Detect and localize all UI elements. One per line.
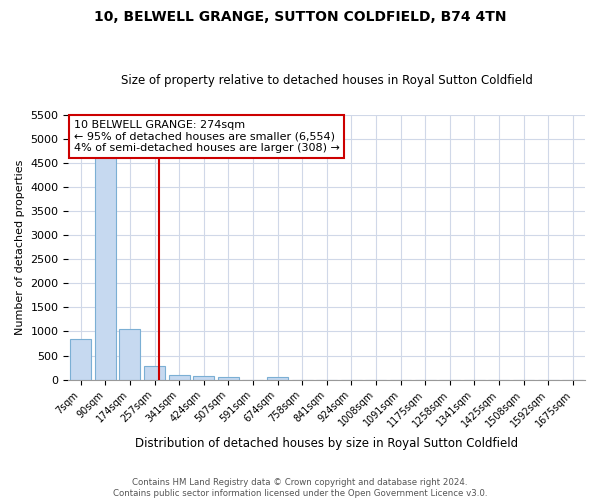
Y-axis label: Number of detached properties: Number of detached properties <box>15 160 25 335</box>
Bar <box>169 375 190 380</box>
X-axis label: Distribution of detached houses by size in Royal Sutton Coldfield: Distribution of detached houses by size … <box>135 437 518 450</box>
Bar <box>119 329 140 380</box>
Text: Contains HM Land Registry data © Crown copyright and database right 2024.
Contai: Contains HM Land Registry data © Crown c… <box>113 478 487 498</box>
Bar <box>144 366 165 380</box>
Bar <box>70 338 91 380</box>
Bar <box>95 153 116 380</box>
Text: 10 BELWELL GRANGE: 274sqm
← 95% of detached houses are smaller (6,554)
4% of sem: 10 BELWELL GRANGE: 274sqm ← 95% of detac… <box>74 120 340 153</box>
Text: 10, BELWELL GRANGE, SUTTON COLDFIELD, B74 4TN: 10, BELWELL GRANGE, SUTTON COLDFIELD, B7… <box>94 10 506 24</box>
Bar <box>267 377 288 380</box>
Title: Size of property relative to detached houses in Royal Sutton Coldfield: Size of property relative to detached ho… <box>121 74 533 87</box>
Bar <box>218 377 239 380</box>
Bar <box>193 376 214 380</box>
